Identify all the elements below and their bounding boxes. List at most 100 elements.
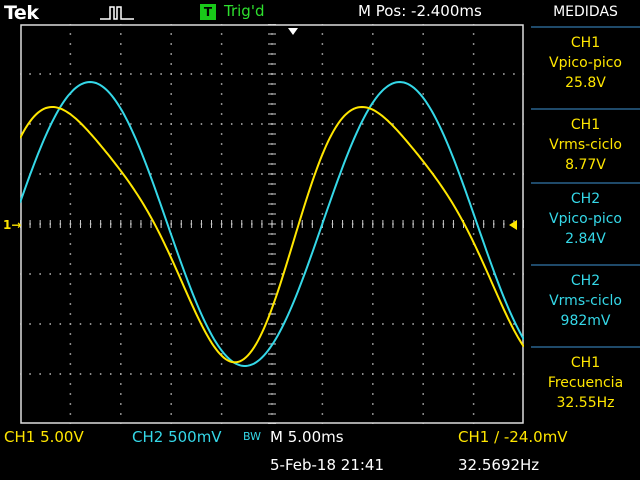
graticule-dot bbox=[321, 203, 324, 205]
graticule-dot bbox=[291, 373, 293, 375]
graticule-dot bbox=[69, 213, 72, 215]
graticule-dot bbox=[422, 233, 424, 235]
graticule-dot bbox=[472, 423, 475, 424]
measurement-ch2-vpp[interactable]: CH2 Vpico-pico 2.84V bbox=[531, 182, 640, 260]
graticule-dot bbox=[422, 43, 424, 45]
trigger-level-arrow-icon[interactable] bbox=[509, 220, 517, 230]
graticule-dot bbox=[321, 83, 324, 85]
graticule-dot bbox=[372, 363, 374, 365]
graticule-dot bbox=[372, 303, 374, 305]
graticule-dot bbox=[230, 173, 233, 175]
graticule-dot bbox=[120, 93, 122, 95]
graticule-dot bbox=[432, 123, 435, 125]
graticule-dot bbox=[160, 123, 162, 125]
horizontal-time-scale[interactable]: M 5.00ms bbox=[270, 428, 344, 446]
graticule-dot bbox=[523, 123, 524, 125]
graticule-dot bbox=[291, 273, 293, 275]
measurement-ch1-frequency[interactable]: CH1 Frecuencia 32.55Hz bbox=[531, 346, 640, 424]
graticule-dot bbox=[150, 273, 152, 275]
graticule-dot bbox=[472, 413, 475, 415]
graticule-dot bbox=[412, 273, 414, 275]
graticule-dot bbox=[281, 373, 283, 375]
graticule-dot bbox=[422, 263, 424, 265]
measurement-channel: CH2 bbox=[570, 273, 601, 289]
graticule-dot bbox=[220, 413, 223, 415]
graticule-dot bbox=[170, 53, 172, 55]
graticule-dot bbox=[321, 263, 324, 265]
graticule-dot bbox=[69, 303, 72, 305]
graticule-dot bbox=[251, 123, 253, 125]
graticule-dot bbox=[291, 73, 293, 75]
measurement-ch1-vpp[interactable]: CH1 Vpico-pico 25.8V bbox=[531, 26, 640, 104]
graticule-dot bbox=[160, 73, 162, 75]
graticule-dot bbox=[422, 133, 424, 135]
graticule-dot bbox=[382, 273, 384, 275]
graticule-dot bbox=[220, 153, 223, 155]
graticule-dot bbox=[462, 323, 465, 325]
graticule-dot bbox=[321, 163, 324, 165]
graticule-dot bbox=[251, 173, 253, 175]
graticule-dot bbox=[472, 323, 475, 325]
graticule-dot bbox=[301, 373, 303, 375]
graticule-dot bbox=[412, 323, 414, 325]
graticule-dot bbox=[412, 373, 414, 375]
graticule-dot bbox=[190, 323, 193, 325]
graticule-dot bbox=[29, 123, 31, 125]
graticule-dot bbox=[452, 173, 455, 175]
graticule-dot bbox=[482, 73, 485, 75]
graticule-dot bbox=[513, 323, 515, 325]
graticule-dot bbox=[210, 273, 213, 275]
graticule-dot bbox=[170, 413, 172, 415]
graticule-dot bbox=[120, 33, 122, 35]
graticule-dot bbox=[170, 33, 172, 35]
graticule-dot bbox=[422, 213, 424, 215]
graticule-dot bbox=[452, 323, 455, 325]
graticule-dot bbox=[442, 173, 445, 175]
graticule-dot bbox=[120, 143, 122, 145]
trigger-setting[interactable]: CH1 ∕ -24.0mV bbox=[458, 428, 568, 446]
ch1-vertical-scale[interactable]: CH1 5.00V bbox=[4, 428, 84, 446]
graticule-dot bbox=[372, 183, 374, 185]
graticule-dot bbox=[291, 323, 293, 325]
graticule-dot bbox=[200, 123, 203, 125]
graticule-dot bbox=[422, 193, 424, 195]
graticule-dot bbox=[150, 73, 152, 75]
graticule-dot bbox=[69, 403, 72, 405]
graticule-dot bbox=[422, 183, 424, 185]
graticule-dot bbox=[351, 73, 354, 75]
graticule-dot bbox=[120, 273, 122, 275]
graticule-dot bbox=[261, 273, 263, 275]
measurement-ch2-vrms[interactable]: CH2 Vrms-ciclo 982mV bbox=[531, 264, 640, 342]
graticule-dot bbox=[220, 383, 223, 385]
graticule-dot bbox=[472, 143, 475, 145]
graticule-dot bbox=[120, 363, 122, 365]
graticule-dot bbox=[472, 383, 475, 385]
acquisition-run-icon bbox=[100, 6, 134, 20]
graticule-dot bbox=[130, 273, 132, 275]
measurement-ch1-vrms[interactable]: CH1 Vrms-ciclo 8.77V bbox=[531, 108, 640, 186]
graticule-dot bbox=[170, 373, 172, 375]
graticule-dot bbox=[251, 73, 253, 75]
trigger-position-arrow-icon bbox=[288, 28, 298, 35]
graticule-dot bbox=[79, 323, 82, 325]
graticule-dot bbox=[321, 253, 324, 255]
ch1-ground-reference-marker[interactable]: 1→ bbox=[3, 218, 22, 232]
graticule-dot bbox=[372, 113, 374, 115]
graticule-dot bbox=[422, 373, 424, 375]
graticule-dot bbox=[120, 153, 122, 155]
graticule-dot bbox=[120, 403, 122, 405]
graticule-dot bbox=[523, 323, 524, 325]
graticule-dot bbox=[382, 173, 384, 175]
graticule-dot bbox=[442, 123, 445, 125]
graticule-dot bbox=[39, 373, 41, 375]
graticule-dot bbox=[170, 43, 172, 45]
graticule-dot bbox=[392, 373, 394, 375]
graticule-dot bbox=[170, 333, 172, 335]
graticule-dot bbox=[472, 203, 475, 205]
ch2-vertical-scale[interactable]: CH2 500mV bbox=[132, 428, 222, 446]
graticule-dot bbox=[220, 243, 223, 245]
graticule-dot bbox=[392, 273, 394, 275]
graticule-dot bbox=[109, 123, 112, 125]
graticule-dot bbox=[422, 163, 424, 165]
graticule-dot bbox=[321, 383, 324, 385]
